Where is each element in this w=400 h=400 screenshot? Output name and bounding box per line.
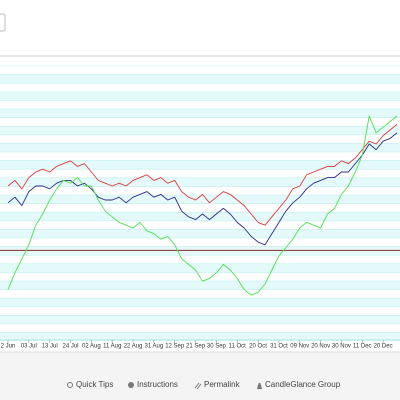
stripe [0,109,400,118]
x-tick-label: 11 Oct [229,344,247,350]
x-tick-label: 13 Jul [42,344,58,350]
x-tick-label: 2 Jun [1,344,16,350]
icon [257,383,262,389]
x-tick-label: 21 Sep [186,344,206,350]
x-tick-label: 20 Oct [249,344,267,350]
stripe [0,177,400,187]
x-tick-label: 31 Aug [145,344,164,350]
stripe [0,298,400,307]
stripe [0,160,400,170]
x-tick-label: 11 Aug [103,344,121,350]
stripe [0,315,400,324]
stripe [0,74,400,84]
x-tick-label: 31 Oct [270,344,288,350]
footer-link[interactable]: CandleGlance Group [265,380,341,389]
stripe [0,332,400,342]
x-tick-label: 11 Dec [353,344,372,350]
icon [67,382,73,388]
x-tick-label: 03 Jul [21,344,37,350]
series-line [7,115,398,296]
footer-link[interactable]: Permalink [204,380,241,389]
footer-link[interactable]: Instructions [137,380,178,389]
stripe [0,281,400,290]
series-line [7,124,398,226]
stripe [0,263,400,273]
footer-bar [0,352,400,400]
stripe [0,91,400,101]
x-tick-label: 22 Aug [124,344,143,350]
stripe [0,143,400,152]
plot-area: 2 Jun 03 Jul 13 Jul 24 Jul 02 Aug 11 Aug 22 Au… [0,65,400,350]
stripe [0,246,400,256]
x-tick-label: 12 Sep [165,344,185,350]
icon [194,382,202,390]
x-tick-label: 24 Jul [63,344,79,350]
x-tick-label: 30 Nov [332,344,351,350]
x-tick-label: 30 Sep [207,344,227,350]
icon [128,382,134,388]
footer-link[interactable]: Quick Tips [76,380,113,389]
x-tick-label: 20 Nov [311,344,330,350]
input-box[interactable] [0,13,6,32]
x-tick-label: 09 Nov [290,344,309,350]
series-line [7,132,398,246]
x-tick-label: 02 Aug [82,344,101,350]
footer: Quick Tips Instructions Permalink Candle… [67,380,341,390]
stripe [0,126,400,135]
stripe [0,195,400,204]
x-tick-label: 20 Dec [374,344,393,350]
stripe [0,229,400,238]
